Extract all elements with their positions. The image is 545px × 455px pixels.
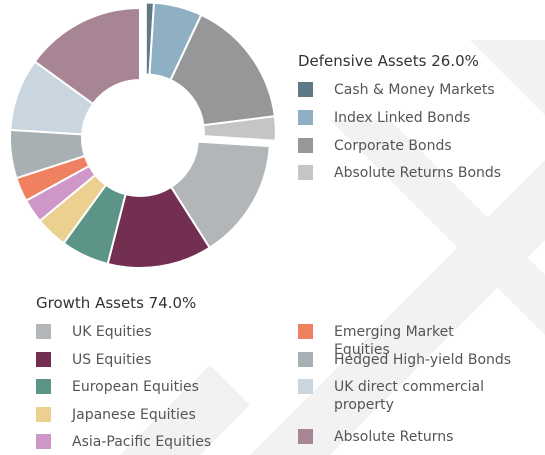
watermark — [470, 40, 545, 115]
legend-label: Corporate Bonds — [334, 137, 452, 154]
legend-label: Index Linked Bonds — [334, 109, 471, 126]
group-title: Growth Assets 74.0% — [36, 294, 197, 312]
legend-label: US Equities — [72, 351, 152, 368]
legend-swatch — [298, 324, 313, 339]
legend-label: UK direct commercial property — [334, 379, 485, 413]
legend-label: Asia-Pacific Equities — [72, 434, 212, 451]
legend-swatch — [298, 429, 313, 444]
legend-label: Hedged High-yield Bonds — [334, 351, 512, 368]
legend-swatch — [298, 82, 313, 97]
donut — [9, 1, 277, 269]
legend-swatch — [298, 109, 313, 125]
legend-swatch — [36, 351, 51, 367]
legend-swatch — [36, 324, 51, 339]
donut-slice — [202, 115, 277, 142]
donut-slice — [33, 6, 141, 106]
legend-label: Absolute Returns — [334, 429, 454, 445]
legend-swatch — [298, 165, 313, 181]
legend-swatch — [36, 379, 51, 395]
legend-swatch — [298, 379, 313, 394]
legend-swatch — [298, 351, 313, 367]
legend-label: Japanese Equities — [72, 406, 196, 423]
watermark — [120, 365, 250, 455]
group-title: Defensive Assets 26.0% — [298, 52, 479, 70]
legend-label: Absolute Returns Bonds — [334, 165, 502, 182]
legend-swatch — [298, 137, 313, 153]
legend-label: UK Equities — [72, 324, 152, 340]
legend-label: European Equities — [72, 379, 199, 396]
legend-swatch — [36, 434, 51, 450]
legend-swatch — [36, 406, 51, 422]
watermark — [250, 160, 545, 455]
legend-label: Cash & Money Markets — [334, 82, 495, 98]
legend-label: Emerging Market Equities — [334, 324, 454, 358]
